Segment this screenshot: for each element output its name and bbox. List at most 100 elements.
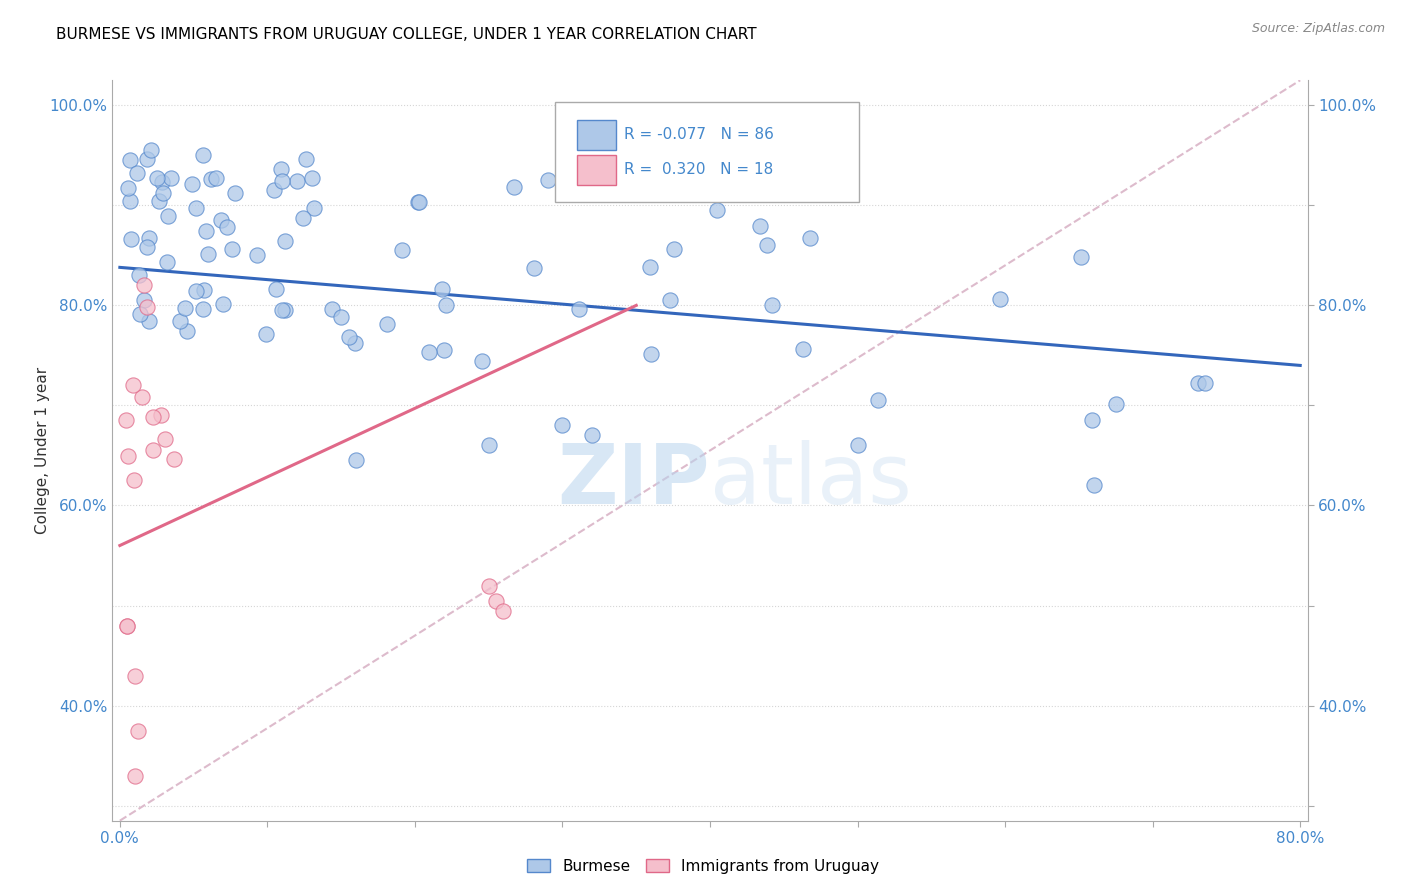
Point [153,432,176,446]
Point [434,298,457,312]
Point [120,153,142,167]
Point [391,243,413,257]
Point [195,224,218,238]
Point [205,170,228,185]
Point [264,282,287,296]
Legend: Burmese, Immigrants from Uruguay: Burmese, Immigrants from Uruguay [522,853,884,880]
Point [131,390,153,404]
Point [122,473,145,487]
Point [418,345,440,359]
Point [523,260,546,275]
Point [581,428,603,442]
Point [152,186,174,201]
Point [755,237,778,252]
Point [224,186,246,200]
Point [285,173,308,187]
Point [128,268,150,282]
Text: R =  0.320   N = 18: R = 0.320 N = 18 [624,161,773,177]
Point [638,260,661,274]
Point [132,277,155,292]
Point [375,317,398,331]
Point [761,297,783,311]
Point [270,161,292,176]
Point [115,618,138,632]
Point [150,408,173,422]
Point [211,296,233,310]
Point [139,143,162,157]
Point [551,418,574,433]
Point [568,302,591,317]
Point [846,438,869,452]
Point [217,220,239,235]
Point [1080,413,1102,427]
Point [132,293,155,307]
Point [1083,478,1105,492]
Point [125,165,148,179]
Point [146,170,169,185]
Point [263,183,285,197]
Point [127,723,149,738]
Text: atlas: atlas [710,440,911,521]
Point [176,324,198,338]
Point [273,234,295,248]
Point [271,302,294,317]
Point [662,242,685,256]
Point [174,301,197,315]
Point [221,242,243,256]
Point [304,202,326,216]
Point [659,293,682,308]
Point [150,175,173,189]
Point [294,152,316,166]
Point [343,335,366,350]
Point [148,194,170,208]
Point [197,247,219,261]
Point [1187,376,1209,391]
Point [157,210,180,224]
Point [209,213,232,227]
Point [408,195,430,210]
Point [471,353,494,368]
Point [321,302,343,317]
Point [184,284,207,298]
Point [344,453,367,467]
Point [502,179,524,194]
Text: Source: ZipAtlas.com: Source: ZipAtlas.com [1251,22,1385,36]
Point [478,578,501,592]
Text: ZIP: ZIP [558,440,710,521]
Point [245,248,267,262]
Point [120,232,142,246]
Point [120,194,142,209]
Point [115,618,138,632]
Y-axis label: College, Under 1 year: College, Under 1 year [35,367,51,534]
FancyBboxPatch shape [578,120,616,150]
Point [988,292,1011,306]
Point [337,329,360,343]
Point [159,171,181,186]
Point [408,195,430,210]
Point [492,603,515,617]
Point [122,378,145,392]
Point [142,442,165,457]
Point [169,314,191,328]
Point [181,177,204,191]
Point [129,307,152,321]
Point [115,413,138,427]
Point [136,300,159,314]
Point [1105,397,1128,411]
Text: BURMESE VS IMMIGRANTS FROM URUGUAY COLLEGE, UNDER 1 YEAR CORRELATION CHART: BURMESE VS IMMIGRANTS FROM URUGUAY COLLE… [56,27,756,42]
Point [1194,376,1216,390]
Point [117,449,139,463]
Point [193,301,215,316]
FancyBboxPatch shape [554,103,859,202]
FancyBboxPatch shape [578,155,616,185]
Point [274,303,297,318]
Point [537,173,560,187]
Point [478,438,501,452]
Point [301,171,323,186]
Point [1070,250,1092,264]
Point [200,171,222,186]
Point [254,326,277,341]
Point [193,283,215,297]
Point [191,148,214,162]
Point [433,343,456,357]
